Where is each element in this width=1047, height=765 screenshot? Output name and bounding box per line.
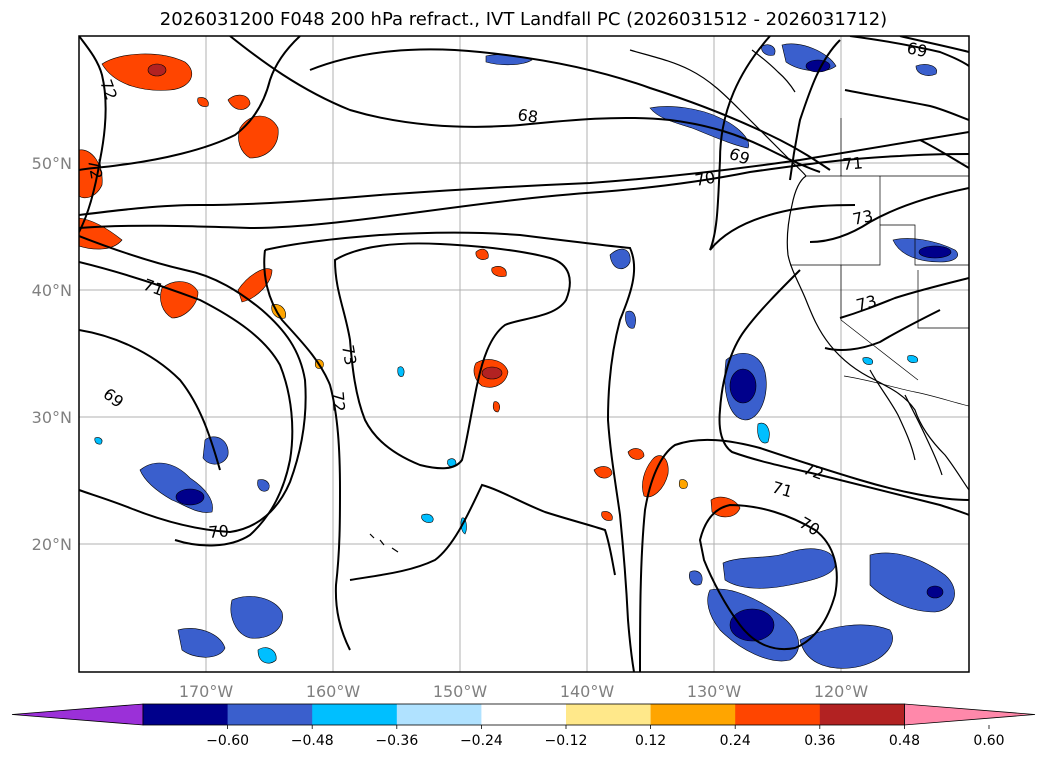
latitude-labels: 50°N 40°N 30°N 20°N: [32, 154, 72, 554]
contour-label: 68: [516, 105, 539, 127]
colorbar-segment: [735, 704, 821, 725]
colorbar-segment: [227, 704, 313, 725]
contour-label: 72: [328, 391, 349, 413]
lon-label-160w: 160°W: [306, 682, 361, 701]
colorbar-tick-label: −0.24: [460, 733, 503, 749]
map-plot-area: [79, 36, 969, 672]
contour-label: 69: [905, 38, 929, 61]
contour-labels: 72 72 68 69 69 70 71 73 71 73 73 72 69 7…: [84, 38, 929, 542]
lon-label-170w: 170°W: [179, 682, 234, 701]
colorbar-segment: [143, 704, 229, 725]
lat-label-20n: 20°N: [32, 535, 72, 554]
contour-label: 71: [770, 478, 795, 502]
contour-label: 70: [208, 521, 230, 542]
contour-label: 73: [338, 343, 360, 366]
lat-label-40n: 40°N: [32, 281, 72, 300]
contour-label: 73: [851, 206, 875, 229]
contour-label: 73: [854, 291, 879, 315]
colorbar-tick-label: 0.60: [973, 733, 1004, 749]
colorbar-segment: [819, 704, 905, 725]
contour-label: 72: [84, 157, 106, 180]
colorbar-tick-label: 0.48: [889, 733, 920, 749]
colorbar-tick-label: 0.24: [720, 733, 751, 749]
colorbar: −0.60 −0.48 −0.36 −0.24 −0.12 0.12 0.24 0.36 0.4…: [11, 703, 1036, 749]
positive-anomaly-patches: [79, 53, 741, 521]
colorbar-segment: [481, 704, 567, 725]
lon-label-150w: 150°W: [433, 682, 488, 701]
colorbar-tick-label: 0.36: [804, 733, 835, 749]
figure-title: 2026031200 F048 200 hPa refract., IVT La…: [159, 9, 888, 30]
lat-label-30n: 30°N: [32, 408, 72, 427]
colorbar-tick-label: −0.12: [545, 733, 588, 749]
colorbar-tick-label: −0.60: [206, 733, 249, 749]
contour-label: 71: [842, 153, 864, 174]
colorbar-segment: [650, 704, 736, 725]
lon-label-120w: 120°W: [814, 682, 869, 701]
colorbar-segment: [312, 704, 398, 725]
map-frame: [78, 35, 970, 673]
colorbar-tick-label: −0.48: [291, 733, 334, 749]
contour-label: 70: [693, 168, 716, 190]
colorbar-segment: [396, 704, 482, 725]
colorbar-tick-label: 0.12: [635, 733, 666, 749]
colorbar-tick-label: −0.36: [375, 733, 418, 749]
colorbar-frame: [142, 703, 905, 726]
lon-label-140w: 140°W: [560, 682, 615, 701]
contour-lines: [79, 36, 969, 672]
lon-label-130w: 130°W: [687, 682, 742, 701]
country-borders: [790, 118, 969, 407]
gridlines: [79, 36, 969, 672]
lat-label-50n: 50°N: [32, 154, 72, 173]
colorbar-extend-low: [11, 703, 144, 726]
longitude-labels: 170°W 160°W 150°W 140°W 130°W 120°W: [179, 682, 869, 701]
colorbar-segment: [566, 704, 652, 725]
colorbar-extend-high: [904, 703, 1036, 726]
